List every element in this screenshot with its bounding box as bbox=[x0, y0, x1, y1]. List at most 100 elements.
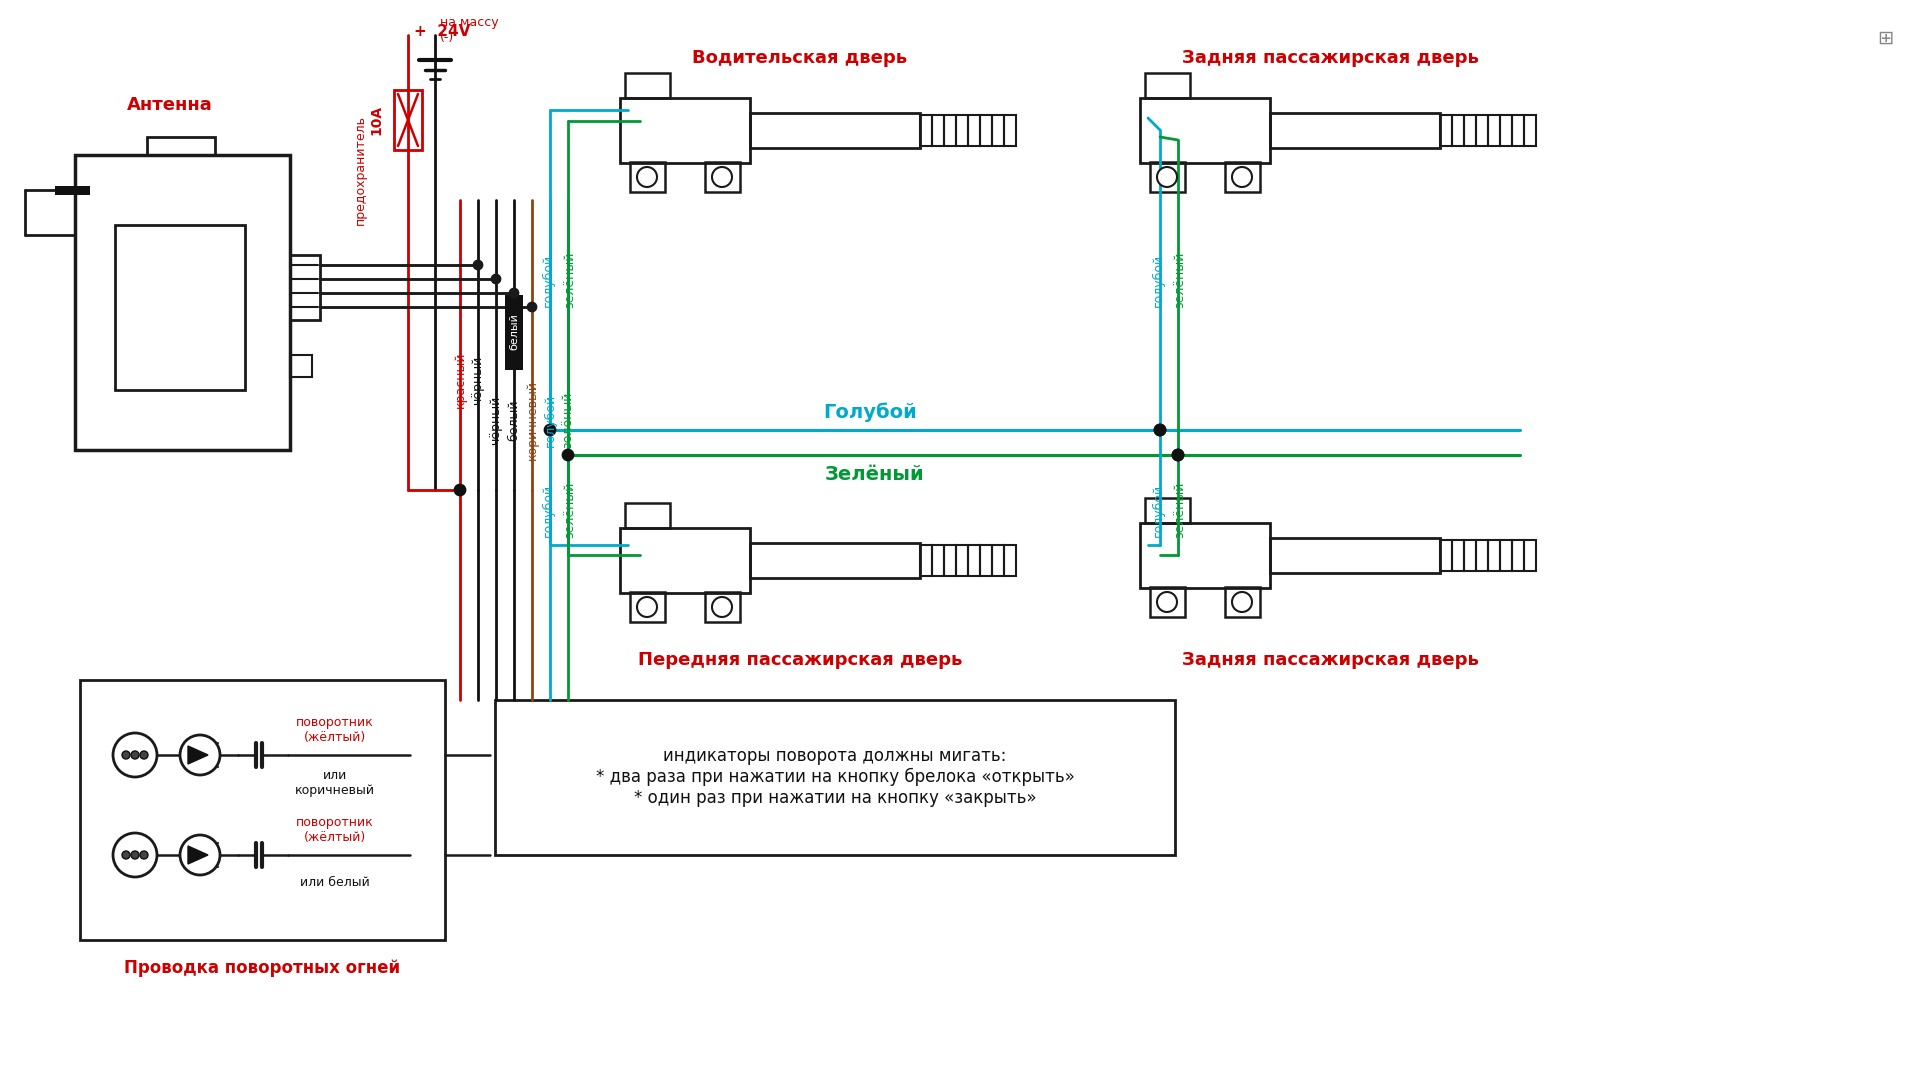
Text: предохранитель: предохранитель bbox=[353, 114, 367, 225]
Bar bbox=[1225, 588, 1260, 617]
Bar bbox=[1150, 162, 1185, 192]
Circle shape bbox=[131, 751, 138, 759]
Bar bbox=[993, 114, 1004, 146]
Text: голубой: голубой bbox=[541, 484, 555, 537]
Text: или белый: или белый bbox=[300, 877, 371, 890]
Text: голубой: голубой bbox=[1152, 254, 1165, 307]
Text: зелёный: зелёный bbox=[563, 252, 576, 308]
Text: белый: белый bbox=[509, 313, 518, 350]
Text: поворотник
(жёлтый): поворотник (жёлтый) bbox=[296, 816, 374, 843]
Bar bbox=[993, 545, 1004, 576]
Bar bbox=[1004, 114, 1016, 146]
Text: Передняя пассажирская дверь: Передняя пассажирская дверь bbox=[637, 651, 962, 669]
Bar bbox=[1140, 98, 1269, 163]
Bar bbox=[290, 355, 311, 377]
Bar bbox=[290, 255, 321, 320]
Bar bbox=[1513, 114, 1524, 146]
Text: Антенна: Антенна bbox=[127, 96, 213, 114]
Circle shape bbox=[492, 275, 499, 283]
Bar bbox=[931, 545, 945, 576]
Bar bbox=[1513, 540, 1524, 571]
Bar bbox=[620, 98, 751, 163]
Text: индикаторы поворота должны мигать:
* два раза при нажатии на кнопку брелока «отк: индикаторы поворота должны мигать: * два… bbox=[595, 747, 1075, 807]
Bar bbox=[1225, 162, 1260, 192]
Circle shape bbox=[180, 835, 221, 875]
Circle shape bbox=[511, 289, 518, 297]
Circle shape bbox=[637, 597, 657, 617]
Polygon shape bbox=[188, 846, 207, 864]
Circle shape bbox=[712, 597, 732, 617]
Text: коричневый: коричневый bbox=[526, 380, 538, 460]
Bar bbox=[1269, 538, 1440, 573]
Text: зелёный: зелёный bbox=[563, 482, 576, 538]
Bar bbox=[920, 114, 931, 146]
Text: 10А: 10А bbox=[369, 105, 382, 135]
Circle shape bbox=[1233, 592, 1252, 612]
Text: +  24V: + 24V bbox=[415, 25, 470, 40]
Text: на массу
(-): на массу (-) bbox=[440, 16, 499, 44]
Circle shape bbox=[1158, 592, 1177, 612]
Bar bbox=[751, 113, 920, 148]
Text: Голубой: Голубой bbox=[824, 402, 918, 422]
Circle shape bbox=[474, 261, 482, 269]
Text: зелёный: зелёный bbox=[1173, 252, 1187, 308]
Polygon shape bbox=[188, 746, 207, 764]
Text: зелёный: зелёный bbox=[1173, 482, 1187, 538]
Circle shape bbox=[545, 426, 555, 435]
Bar bbox=[1500, 540, 1513, 571]
Bar bbox=[968, 545, 979, 576]
Bar bbox=[1524, 540, 1536, 571]
Text: чёрный: чёрный bbox=[472, 355, 484, 405]
Bar bbox=[620, 528, 751, 593]
Text: ⊞: ⊞ bbox=[1878, 28, 1893, 48]
Circle shape bbox=[1233, 167, 1252, 187]
Bar bbox=[630, 592, 664, 622]
Bar bbox=[1476, 540, 1488, 571]
Bar bbox=[115, 225, 246, 390]
Text: Зелёный: Зелёный bbox=[826, 465, 925, 485]
Circle shape bbox=[1158, 167, 1177, 187]
Text: чёрный: чёрный bbox=[490, 395, 503, 445]
Text: или
коричневый: или коричневый bbox=[296, 769, 374, 797]
Bar bbox=[1500, 114, 1513, 146]
Bar bbox=[979, 545, 993, 576]
Bar bbox=[1144, 498, 1190, 523]
Bar bbox=[705, 162, 739, 192]
Text: белый: белый bbox=[507, 400, 520, 441]
Bar bbox=[1463, 540, 1476, 571]
Bar bbox=[1140, 523, 1269, 588]
Text: красный: красный bbox=[453, 352, 467, 408]
Circle shape bbox=[563, 450, 572, 460]
Text: поворотник
(жёлтый): поворотник (жёлтый) bbox=[296, 716, 374, 744]
Circle shape bbox=[140, 751, 148, 759]
Bar bbox=[920, 545, 931, 576]
Bar bbox=[626, 73, 670, 98]
Circle shape bbox=[1173, 450, 1183, 460]
Bar bbox=[1452, 114, 1463, 146]
Bar bbox=[931, 114, 945, 146]
Bar bbox=[148, 137, 215, 156]
Bar bbox=[705, 592, 739, 622]
Bar bbox=[956, 545, 968, 576]
Circle shape bbox=[712, 167, 732, 187]
Text: зелёный: зелёный bbox=[561, 392, 574, 448]
Bar bbox=[1440, 114, 1452, 146]
Bar bbox=[394, 90, 422, 150]
Text: Задняя пассажирская дверь: Задняя пассажирская дверь bbox=[1181, 49, 1478, 67]
Text: Задняя пассажирская дверь: Задняя пассажирская дверь bbox=[1181, 651, 1478, 669]
Bar bbox=[626, 503, 670, 528]
Circle shape bbox=[1156, 426, 1165, 435]
Bar bbox=[1488, 114, 1500, 146]
Circle shape bbox=[113, 833, 157, 877]
Circle shape bbox=[123, 751, 131, 759]
Bar bbox=[56, 186, 90, 195]
Bar bbox=[505, 295, 522, 370]
Text: голубой: голубой bbox=[1152, 484, 1165, 537]
Bar bbox=[1144, 73, 1190, 98]
Circle shape bbox=[113, 733, 157, 777]
Circle shape bbox=[455, 485, 465, 495]
Text: Проводка поворотных огней: Проводка поворотных огней bbox=[125, 959, 399, 977]
Bar bbox=[1269, 113, 1440, 148]
Bar bbox=[495, 700, 1175, 855]
Bar bbox=[945, 545, 956, 576]
